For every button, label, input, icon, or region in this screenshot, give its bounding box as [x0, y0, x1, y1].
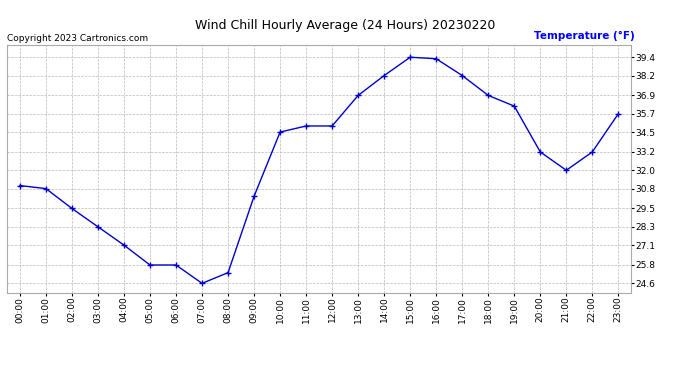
Text: Wind Chill Hourly Average (24 Hours) 20230220: Wind Chill Hourly Average (24 Hours) 202…: [195, 19, 495, 32]
Text: Copyright 2023 Cartronics.com: Copyright 2023 Cartronics.com: [7, 34, 148, 43]
Text: Temperature (°F): Temperature (°F): [534, 31, 635, 41]
